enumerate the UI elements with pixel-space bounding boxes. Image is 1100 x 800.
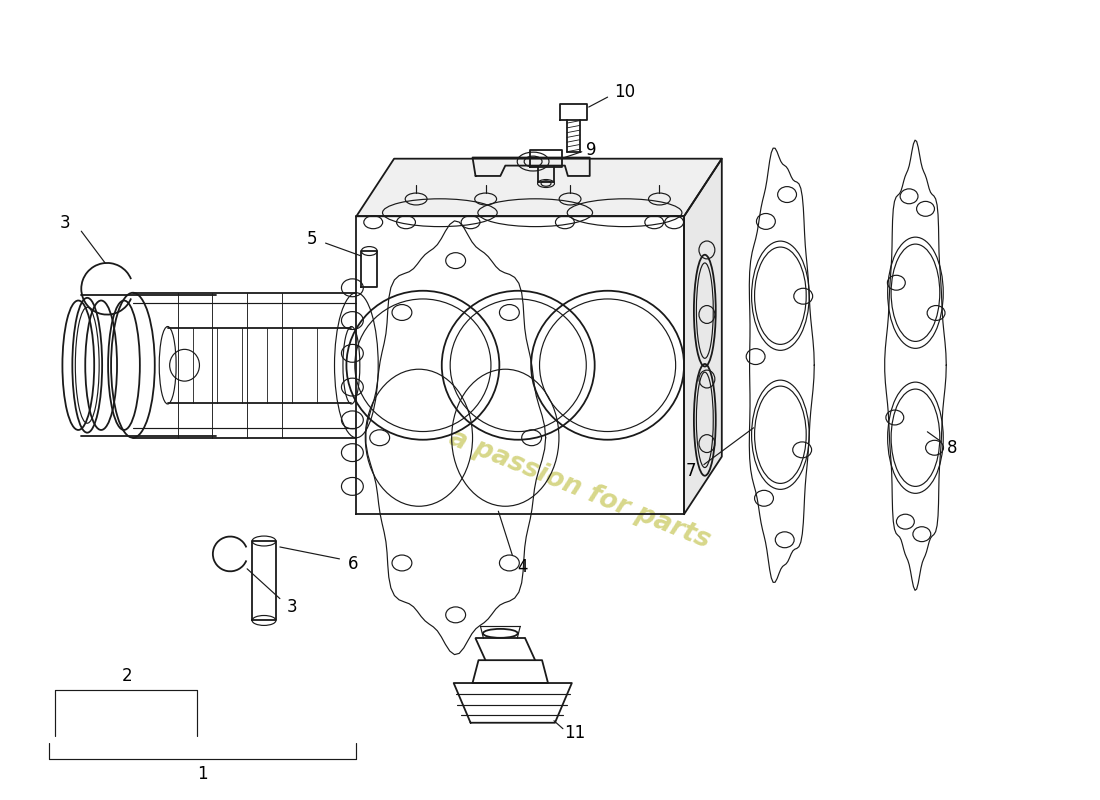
Text: 7: 7: [685, 462, 696, 481]
Text: 3: 3: [286, 598, 297, 615]
Text: 3: 3: [60, 214, 70, 232]
Text: 5: 5: [307, 230, 317, 248]
Text: 11: 11: [564, 724, 585, 742]
Text: 8: 8: [947, 438, 957, 457]
Polygon shape: [684, 158, 722, 514]
Text: 6: 6: [348, 555, 359, 573]
Text: 1: 1: [197, 766, 208, 783]
Text: 9: 9: [586, 141, 597, 158]
Text: a passion for parts: a passion for parts: [446, 425, 714, 554]
Text: 2: 2: [122, 667, 132, 685]
Text: 4: 4: [517, 558, 527, 576]
Text: 10: 10: [614, 83, 635, 101]
Polygon shape: [356, 158, 722, 216]
